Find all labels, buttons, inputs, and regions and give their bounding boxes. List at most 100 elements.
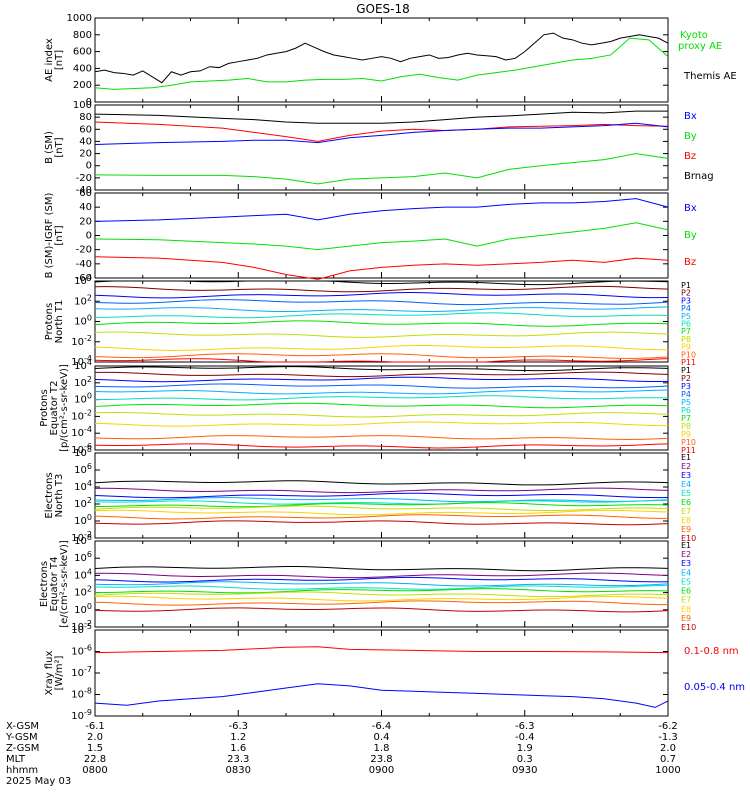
y-axis-label-line: [nT]	[54, 137, 65, 157]
y-tick-label: -40	[76, 259, 92, 270]
footer-value: 0800	[82, 765, 107, 776]
y-tick-exponent: 2	[87, 496, 92, 505]
y-tick-label: 104	[74, 479, 92, 493]
series-line-0-05-0-4-nm	[94, 683, 669, 708]
footer-value: 1.6	[230, 743, 246, 754]
channel-line-e3	[94, 492, 669, 499]
channel-line-p11	[94, 358, 669, 363]
channel-line-p11	[94, 443, 669, 449]
channel-line-p9	[94, 344, 669, 351]
legend-brnag: Brnag	[684, 171, 714, 182]
channel-line-e6	[94, 588, 669, 594]
channel-line-p1	[94, 366, 669, 372]
y-axis-label: B (SM)[nT]	[44, 131, 65, 164]
footer-value: -6.3	[228, 721, 248, 732]
y-axis-label-line: Xray flux	[44, 651, 55, 696]
y-tick-exponent: 0	[87, 314, 92, 323]
footer-value: -1.3	[658, 732, 678, 743]
plot-title: GOES-18	[356, 2, 410, 16]
y-tick-label: 100	[74, 392, 92, 406]
y-tick-label: -40	[76, 185, 92, 196]
y-axis-label-line: Equator T2	[49, 381, 60, 436]
y-tick-label: 600	[73, 47, 92, 58]
channel-line-p8	[94, 331, 669, 338]
footer-value: 0.3	[517, 754, 533, 765]
y-axis-label-line: [nT]	[54, 225, 65, 245]
series-line-by	[94, 222, 669, 251]
channel-line-e4	[94, 497, 669, 503]
channel-line-p8	[94, 411, 669, 418]
y-tick-exponent: -9	[84, 708, 92, 717]
y-tick-exponent: -2	[84, 334, 92, 343]
y-tick-label: 20	[79, 216, 92, 227]
y-tick-label: 102	[74, 375, 92, 389]
channel-line-e6	[94, 502, 669, 508]
legend-bx: Bx	[684, 203, 697, 214]
channel-line-e7	[94, 591, 669, 598]
channel-line-p1	[94, 280, 669, 286]
y-axis-label: B (SM)-IGRF (SM)[nT]	[44, 193, 65, 279]
channel-legend-p4: P4	[681, 304, 691, 313]
y-axis-label-line: [W/m²]	[54, 655, 65, 690]
channel-line-p2	[94, 371, 669, 378]
panel-frame	[94, 452, 669, 539]
channel-line-p4	[94, 383, 669, 389]
panel-frame	[94, 629, 669, 717]
panel-ae: 0 200 400 600 800 1000 AE index[nT] Kyotoproxy …	[44, 13, 737, 108]
footer-value: 23.3	[227, 754, 249, 765]
channel-legend-e5: E5	[681, 577, 691, 586]
y-axis-label-line: B (SM)-IGRF (SM)	[44, 193, 55, 279]
panel-frame	[94, 192, 669, 279]
channel-legend-p3: P3	[681, 296, 691, 305]
y-tick-exponent: -2	[84, 619, 92, 628]
y-tick-label: 10-2	[71, 408, 92, 422]
channel-line-p5	[94, 306, 669, 313]
series-line-bz	[94, 121, 669, 142]
channel-legend-p6: P6	[681, 406, 691, 415]
footer-value: 23.8	[370, 754, 392, 765]
series-line-kyoto-proxy-ae	[94, 37, 669, 90]
y-tick-exponent: -5	[84, 622, 92, 631]
footer-label-y-gsm: Y-GSM	[5, 732, 38, 743]
channel-legend-p5: P5	[681, 312, 691, 321]
footer-value: -6.4	[372, 721, 392, 732]
channel-legend-e4: E4	[681, 568, 691, 577]
channel-line-e8	[94, 509, 669, 516]
y-tick-label: 0	[86, 231, 92, 242]
y-tick-label: 108	[74, 445, 92, 459]
footer-value: 1.5	[87, 743, 103, 754]
y-tick-label: 80	[79, 112, 92, 123]
channel-legend-e8: E8	[681, 516, 691, 525]
y-tick-label: 60	[79, 124, 92, 135]
y-tick-exponent: -4	[84, 354, 92, 363]
y-axis-label-line: [nT]	[54, 50, 65, 70]
y-tick-exponent: 0	[87, 513, 92, 522]
series-line-themis-ae	[94, 32, 669, 84]
channel-line-e4	[94, 581, 669, 587]
channel-line-p3	[94, 291, 669, 299]
channel-legend-e7: E7	[681, 596, 691, 605]
y-axis-label: ProtonsEquator T2[p/(cm²-s-sr-keV)]	[39, 364, 70, 452]
channel-legend-p7: P7	[681, 327, 691, 336]
channel-line-p5	[94, 389, 669, 395]
y-tick-label: 40	[79, 136, 92, 147]
y-axis-label: Xray flux[W/m²]	[44, 651, 65, 696]
y-tick-label: 10-7	[71, 665, 92, 679]
channel-line-p3	[94, 376, 669, 383]
panel-xray: 10-9 10-8 10-7 10-6 10-5 Xray flux[W/m²] 0.1-0…	[44, 622, 745, 722]
y-tick-exponent: 0	[87, 602, 92, 611]
series-line-bx	[94, 122, 669, 145]
channel-legend-p8: P8	[681, 335, 691, 344]
channel-legend-p5: P5	[681, 398, 691, 407]
y-tick-label: -20	[76, 173, 92, 184]
footer-value: 1.2	[230, 732, 246, 743]
footer-value: -6.1	[85, 721, 105, 732]
legend-long-band: 0.1-0.8 nm	[684, 646, 739, 657]
channel-legend-e8: E8	[681, 605, 691, 614]
channel-legend-e4: E4	[681, 480, 691, 489]
channel-line-e5	[94, 499, 669, 505]
